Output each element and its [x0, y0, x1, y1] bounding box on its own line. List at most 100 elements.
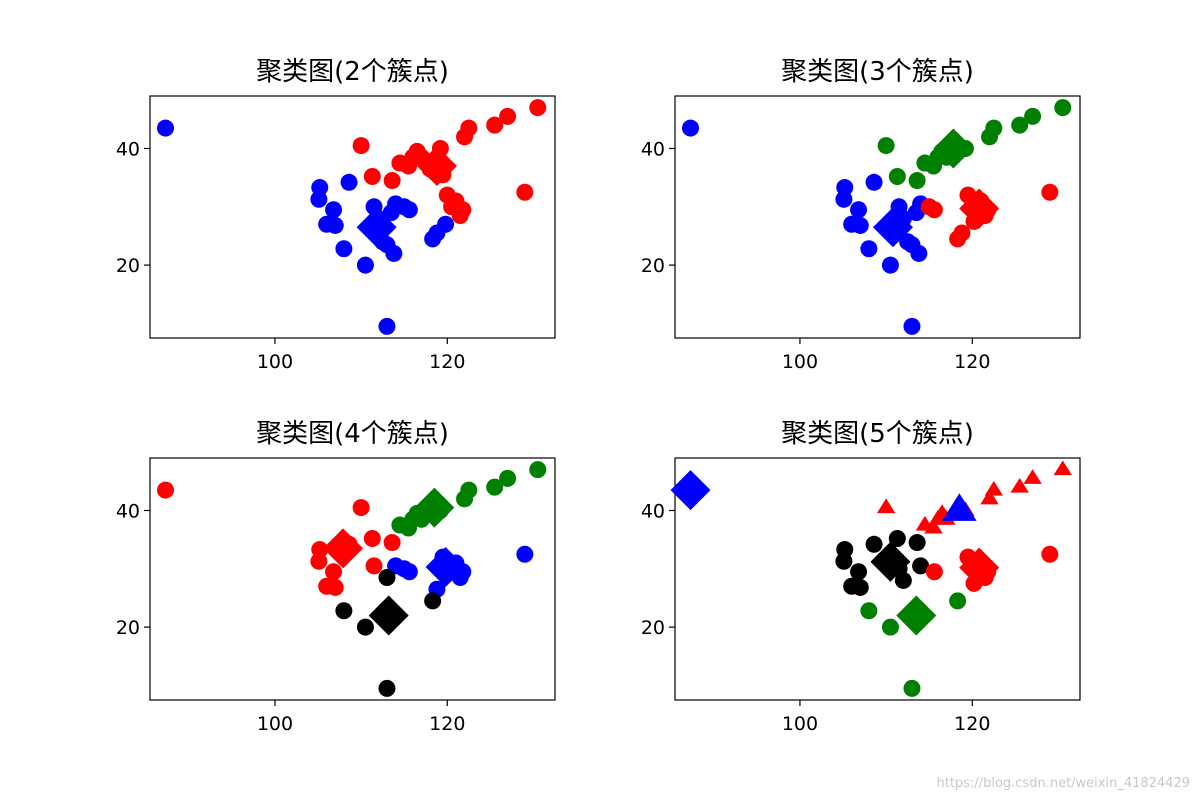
data-point-red — [460, 119, 478, 137]
data-point-blue — [835, 190, 853, 208]
centroid-marker-green — [414, 487, 455, 528]
data-point-red — [1023, 469, 1042, 484]
chart-title: 聚类图(4个簇点) — [256, 419, 449, 449]
subplot-4: 聚类图(5个簇点) 100 120 20 40 — [641, 419, 1081, 735]
data-point-red — [925, 201, 943, 219]
subplot-2: 聚类图(3个簇点) 100 120 20 40 — [641, 57, 1081, 373]
centroid-marker-red — [959, 547, 1000, 588]
centroid-marker-red — [323, 528, 364, 569]
centroid-marker-blue — [425, 547, 466, 588]
centroid-marker-black — [870, 541, 911, 582]
data-point-red — [325, 563, 343, 581]
chart-title: 聚类图(2个簇点) — [256, 57, 449, 87]
y-tick-label: 20 — [116, 255, 140, 277]
data-point-green — [1011, 116, 1029, 134]
data-point-red — [157, 481, 175, 499]
data-point-blue — [865, 173, 883, 191]
x-tick-label: 120 — [954, 351, 990, 373]
data-point-blue — [850, 201, 868, 219]
data-point-green — [499, 469, 517, 487]
data-point-blue — [851, 216, 869, 234]
data-point-red — [980, 489, 999, 505]
data-point-blue — [325, 201, 343, 219]
x-tick-label: 120 — [954, 713, 990, 735]
data-point-green — [949, 592, 967, 610]
data-point-blue — [400, 201, 418, 219]
data-point-red — [953, 224, 971, 242]
data-point-green — [529, 461, 547, 479]
data-point-red — [454, 201, 472, 219]
data-point-red — [924, 518, 943, 534]
data-point-red — [1053, 460, 1072, 476]
chart-title: 聚类图(5个簇点) — [781, 419, 974, 449]
data-point-blue — [340, 173, 358, 191]
data-point-red — [352, 137, 370, 155]
data-point-black — [424, 592, 442, 610]
x-tick-label: 100 — [257, 351, 293, 373]
data-point-red — [876, 498, 896, 514]
data-point-green — [1054, 99, 1072, 117]
data-point-red — [1010, 477, 1029, 493]
x-tick-label: 100 — [782, 713, 818, 735]
y-tick-label: 20 — [116, 617, 140, 639]
data-point-red — [925, 563, 943, 581]
data-point-black — [850, 563, 868, 581]
data-point-red — [383, 172, 401, 190]
data-point-red — [486, 116, 504, 134]
data-point-blue — [437, 215, 455, 233]
data-point-blue — [356, 256, 374, 274]
data-point-red — [352, 499, 370, 517]
x-tick-label: 100 — [782, 351, 818, 373]
data-point-black — [378, 569, 396, 587]
plot-area — [149, 95, 556, 339]
data-point-red — [1041, 545, 1059, 563]
x-tick-label: 100 — [257, 713, 293, 735]
data-point-black — [894, 571, 912, 589]
data-point-black — [851, 578, 869, 596]
centroid-marker-red — [959, 188, 1000, 229]
data-point-black — [908, 534, 926, 552]
x-tick-label: 120 — [429, 713, 465, 735]
data-point-black — [378, 679, 396, 697]
data-point-blue — [326, 216, 344, 234]
data-point-red — [363, 167, 381, 185]
data-point-red — [383, 534, 401, 552]
subplot-3: 聚类图(4个簇点) 100 120 20 40 — [116, 419, 556, 735]
data-point-green — [888, 167, 906, 185]
centroid-marker-green — [933, 128, 974, 169]
centroid-marker-blue — [356, 207, 397, 248]
data-point-blue — [910, 244, 928, 262]
subplot-1: 聚类图(2个簇点) 100 120 20 40 — [116, 57, 556, 373]
data-point-green — [1024, 107, 1042, 125]
centroid-marker-blue — [670, 470, 711, 511]
data-point-blue — [310, 190, 328, 208]
data-point-blue — [881, 256, 899, 274]
data-point-blue — [335, 240, 353, 258]
data-point-green — [486, 478, 504, 496]
plot-area — [674, 95, 1081, 339]
data-point-red — [529, 99, 547, 117]
chart-title: 聚类图(3个簇点) — [781, 57, 974, 87]
data-point-green — [881, 618, 899, 636]
plot-area — [674, 457, 1081, 701]
data-point-green — [860, 602, 878, 620]
data-point-blue — [378, 317, 396, 335]
centroid-marker-blue — [942, 493, 977, 521]
data-point-green — [908, 172, 926, 190]
data-point-blue — [860, 240, 878, 258]
centroids — [670, 470, 1000, 636]
data-point-red — [365, 557, 383, 575]
data-points — [682, 99, 1072, 335]
y-tick-label: 40 — [116, 138, 140, 160]
data-point-black — [835, 552, 853, 570]
data-point-green — [460, 481, 478, 499]
data-point-black — [356, 618, 374, 636]
y-tick-label: 20 — [641, 617, 665, 639]
x-tick-label: 120 — [429, 351, 465, 373]
data-point-green — [903, 679, 921, 697]
data-point-red — [499, 107, 517, 125]
data-point-red — [310, 552, 328, 570]
data-point-blue — [903, 317, 921, 335]
y-tick-label: 40 — [116, 500, 140, 522]
